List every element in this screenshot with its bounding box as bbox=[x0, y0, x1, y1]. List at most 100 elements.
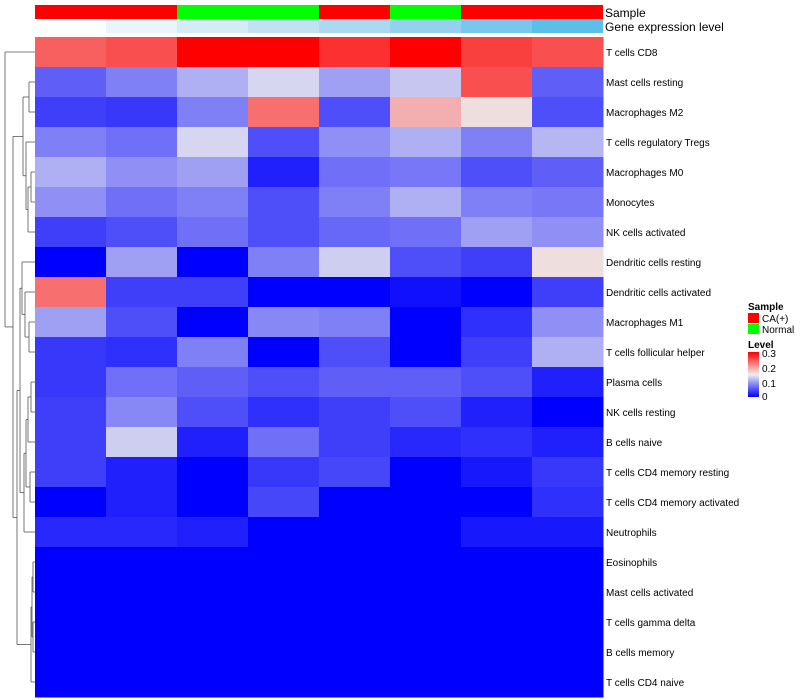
heatmap-cell bbox=[106, 157, 178, 188]
heatmap-cell bbox=[461, 397, 533, 428]
row-label: Plasma cells bbox=[606, 378, 662, 389]
sample-annotation-cell bbox=[248, 5, 319, 19]
heatmap-cell bbox=[461, 517, 533, 548]
heatmap-cell bbox=[390, 187, 462, 218]
row-label: T cells regulatory Tregs bbox=[606, 138, 710, 149]
heatmap-cell bbox=[461, 457, 533, 488]
sample-annotation-cell bbox=[532, 5, 603, 19]
heatmap-cell bbox=[461, 577, 533, 608]
heatmap-cell bbox=[461, 667, 533, 698]
heatmap-cell bbox=[177, 37, 249, 68]
heatmap-cell bbox=[106, 37, 178, 68]
heatmap-cell bbox=[248, 517, 320, 548]
gene-expression-annotation-cell bbox=[532, 19, 603, 33]
heatmap-cell bbox=[106, 637, 178, 668]
heatmap-cell bbox=[248, 37, 320, 68]
gene-expression-annotation-cell bbox=[177, 19, 248, 33]
heatmap-cell bbox=[319, 487, 391, 518]
heatmap-cell bbox=[390, 157, 462, 188]
heatmap-cell bbox=[532, 187, 604, 218]
level-colorbar bbox=[748, 352, 759, 397]
heatmap-cell bbox=[106, 67, 178, 98]
heatmap-cell bbox=[532, 427, 604, 458]
heatmap-cell bbox=[106, 547, 178, 578]
sample-annotation-cell bbox=[390, 5, 461, 19]
heatmap-cell bbox=[106, 607, 178, 638]
heatmap-cell bbox=[106, 427, 178, 458]
heatmap-cell bbox=[177, 67, 249, 98]
heatmap-cell bbox=[248, 187, 320, 218]
heatmap-cell bbox=[532, 607, 604, 638]
sample-legend: Sample CA(+) Normal bbox=[748, 302, 794, 336]
heatmap-cell bbox=[390, 367, 462, 398]
sample-legend-swatch-ca bbox=[748, 313, 759, 323]
sample-annotation-cell bbox=[319, 5, 390, 19]
heatmap-cell bbox=[319, 67, 391, 98]
heatmap-cell bbox=[390, 397, 462, 428]
heatmap-cell bbox=[532, 487, 604, 518]
row-label: B cells memory bbox=[606, 648, 674, 659]
gene-expression-annotation-cell bbox=[35, 19, 106, 33]
row-label: T cells CD4 memory activated bbox=[606, 498, 739, 509]
heatmap-cell bbox=[390, 37, 462, 68]
heatmap-cell bbox=[248, 97, 320, 128]
heatmap-cell bbox=[390, 337, 462, 368]
gene-expression-annotation-cell bbox=[461, 19, 532, 33]
heatmap-cell bbox=[106, 517, 178, 548]
heatmap-cell bbox=[532, 37, 604, 68]
heatmap-cell bbox=[248, 427, 320, 458]
heatmap-cell bbox=[248, 577, 320, 608]
heatmap-cell bbox=[532, 517, 604, 548]
heatmap-cell bbox=[248, 607, 320, 638]
heatmap-cell bbox=[390, 307, 462, 338]
heatmap-cell bbox=[106, 247, 178, 278]
heatmap-cell bbox=[532, 367, 604, 398]
row-label: Macrophages M2 bbox=[606, 108, 684, 119]
row-label: Neutrophils bbox=[606, 528, 657, 539]
heatmap-cell bbox=[319, 277, 391, 308]
heatmap-cell bbox=[319, 667, 391, 698]
heatmap-cell bbox=[319, 577, 391, 608]
heatmap-cell bbox=[532, 637, 604, 668]
sample-legend-swatch-normal bbox=[748, 324, 759, 334]
heatmap-cell bbox=[248, 67, 320, 98]
heatmap-cell bbox=[390, 577, 462, 608]
heatmap-cell bbox=[35, 37, 107, 68]
heatmap-cell bbox=[461, 67, 533, 98]
heatmap-cell bbox=[461, 547, 533, 578]
heatmap-cell bbox=[319, 337, 391, 368]
row-label: NK cells resting bbox=[606, 408, 675, 419]
heatmap-cell bbox=[390, 67, 462, 98]
heatmap-cell bbox=[35, 607, 107, 638]
heatmap-cell bbox=[35, 217, 107, 248]
heatmap-cell bbox=[319, 397, 391, 428]
heatmap-cell bbox=[319, 547, 391, 578]
heatmap-cell bbox=[532, 577, 604, 608]
gene-expression-track-label: Gene expression level bbox=[605, 20, 724, 34]
sample-legend-title: Sample bbox=[748, 302, 784, 313]
heatmap-cell bbox=[461, 127, 533, 158]
heatmap-cell bbox=[532, 67, 604, 98]
heatmap-cell bbox=[532, 337, 604, 368]
row-dendrogram bbox=[4, 51, 35, 683]
sample-annotation-track bbox=[35, 5, 603, 19]
level-legend: Level 0.3 0.2 0.1 0 bbox=[748, 340, 776, 403]
heatmap-cell bbox=[532, 127, 604, 158]
row-label: Dendritic cells resting bbox=[606, 258, 701, 269]
heatmap-cell bbox=[390, 487, 462, 518]
heatmap-cell bbox=[390, 637, 462, 668]
heatmap-cell bbox=[106, 97, 178, 128]
row-label: Mast cells activated bbox=[606, 588, 693, 599]
heatmap-cell bbox=[177, 397, 249, 428]
sample-legend-label-normal: Normal bbox=[762, 325, 794, 336]
level-tick-03: 0.3 bbox=[762, 349, 776, 360]
heatmap-cell bbox=[248, 127, 320, 158]
heatmap-cell bbox=[461, 97, 533, 128]
gene-expression-annotation-cell bbox=[390, 19, 461, 33]
gene-expression-annotation-track bbox=[35, 19, 603, 33]
heatmap-cell bbox=[35, 487, 107, 518]
heatmap-cell bbox=[177, 367, 249, 398]
heatmap-cell bbox=[319, 187, 391, 218]
heatmap-cell bbox=[461, 247, 533, 278]
